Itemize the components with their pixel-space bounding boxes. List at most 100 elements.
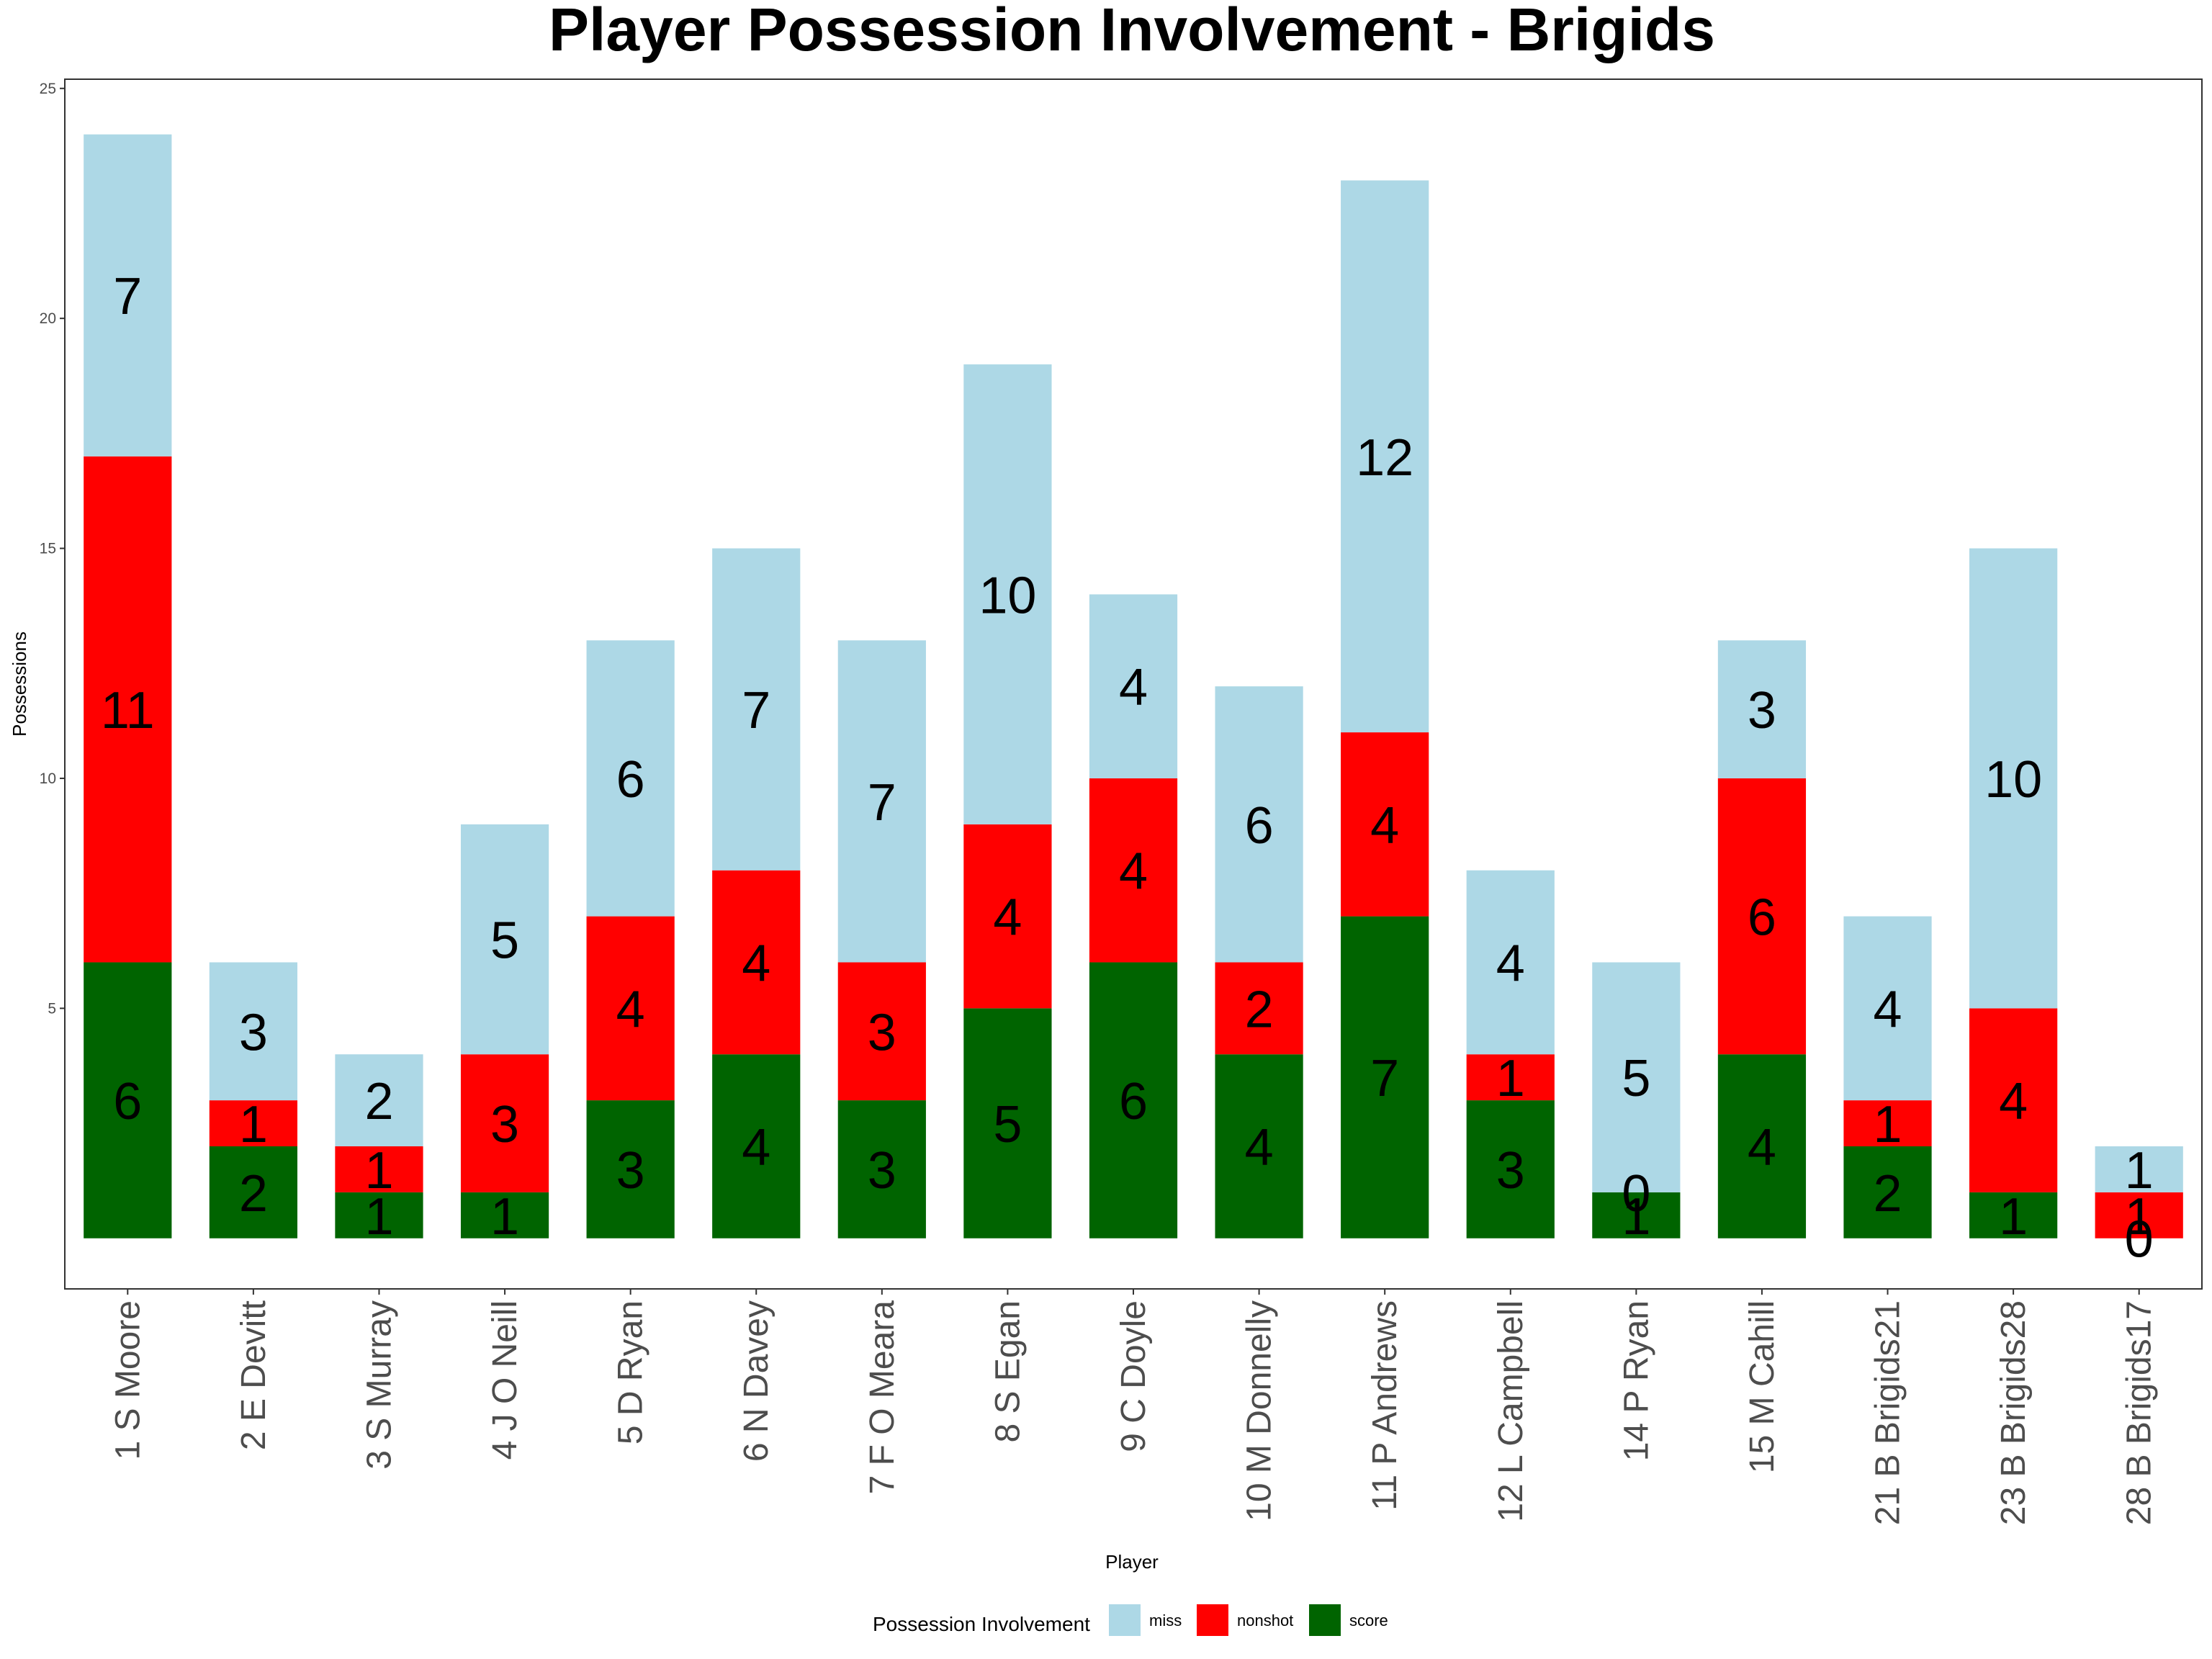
data-label-score: 1 xyxy=(1622,1188,1650,1246)
x-tick-label: 2 E Devitt xyxy=(235,1300,273,1450)
legend-label-score: score xyxy=(1349,1611,1388,1629)
data-label-score: 4 xyxy=(1245,1119,1274,1177)
x-tick-label: 5 D Ryan xyxy=(612,1300,650,1444)
data-label-miss: 4 xyxy=(1496,935,1525,992)
bar-nonshot xyxy=(1089,778,1178,963)
data-label-nonshot: 3 xyxy=(490,1096,519,1154)
bar-miss xyxy=(1466,870,1555,1055)
bar-score xyxy=(1592,1192,1681,1238)
data-label-nonshot: 3 xyxy=(868,1004,896,1061)
y-axis-title: Possessions xyxy=(9,631,30,737)
legend: Possession Involvement miss nonshot score xyxy=(873,1604,1388,1636)
bar-miss xyxy=(1717,640,1807,778)
data-label-nonshot: 1 xyxy=(1874,1096,1902,1154)
data-label-miss: 10 xyxy=(1984,751,2042,809)
bar-score xyxy=(837,1100,926,1238)
bar-score xyxy=(1843,1146,1932,1238)
data-label-miss: 4 xyxy=(1119,659,1148,716)
bar-nonshot xyxy=(1215,962,1303,1055)
bar-miss xyxy=(1592,962,1681,1192)
bar-miss xyxy=(1969,548,2058,1009)
data-label-nonshot: 4 xyxy=(742,935,770,992)
x-tick-label: 6 N Davey xyxy=(737,1300,775,1462)
bar-miss xyxy=(209,962,297,1101)
legend-label-nonshot: nonshot xyxy=(1237,1611,1293,1629)
bar-nonshot xyxy=(1466,1054,1555,1101)
data-label-score: 3 xyxy=(1496,1142,1525,1200)
data-label-miss: 12 xyxy=(1356,429,1413,487)
bar-nonshot xyxy=(1969,1008,2058,1192)
x-tick-label: 9 C Doyle xyxy=(1115,1300,1153,1452)
bar-miss xyxy=(1215,686,1303,963)
data-label-score: 0 xyxy=(2125,1211,2154,1269)
data-label-score: 1 xyxy=(1999,1188,2028,1246)
data-label-miss: 6 xyxy=(1245,797,1274,855)
data-label-miss: 7 xyxy=(113,268,142,325)
bar-miss xyxy=(2095,1146,2183,1192)
data-label-score: 1 xyxy=(364,1188,393,1246)
data-label-score: 6 xyxy=(113,1073,142,1130)
data-label-score: 1 xyxy=(490,1188,519,1246)
bar-nonshot xyxy=(335,1146,423,1192)
bar-nonshot xyxy=(837,962,926,1101)
bar-score xyxy=(1466,1100,1555,1238)
bar-miss xyxy=(460,824,549,1055)
data-label-score: 2 xyxy=(1874,1165,1902,1223)
bar-miss xyxy=(1341,180,1429,733)
data-label-miss: 1 xyxy=(2125,1142,2154,1200)
data-label-nonshot: 1 xyxy=(239,1096,268,1154)
data-label-score: 6 xyxy=(1119,1073,1148,1130)
x-axis-ticks: 1 S Moore 2 E Devitt 3 S Murray 4 J O Neill… xyxy=(109,1289,2159,1525)
y-tick-label: 25 xyxy=(40,81,56,97)
data-label-nonshot: 4 xyxy=(1119,843,1148,901)
bar-score xyxy=(1215,1054,1303,1238)
bars-layer xyxy=(84,134,2183,1238)
data-label-miss: 5 xyxy=(1622,1050,1650,1107)
x-tick-label: 7 F O Meara xyxy=(863,1300,902,1495)
data-label-miss: 10 xyxy=(979,567,1036,624)
data-label-score: 5 xyxy=(993,1096,1022,1154)
data-label-miss: 7 xyxy=(742,682,770,739)
data-label-miss: 3 xyxy=(239,1004,268,1061)
bar-nonshot xyxy=(460,1054,549,1192)
x-tick-label: 14 P Ryan xyxy=(1617,1300,1655,1461)
bar-nonshot xyxy=(1843,1100,1932,1146)
y-tick-label: 20 xyxy=(40,310,56,327)
bar-score xyxy=(1969,1192,2058,1238)
bar-score xyxy=(963,1008,1052,1238)
x-axis-title: Player xyxy=(1105,1551,1159,1573)
data-label-nonshot: 4 xyxy=(1370,797,1399,855)
y-tick-label: 15 xyxy=(40,541,56,557)
bar-miss xyxy=(1843,916,1932,1101)
bar-score xyxy=(712,1054,801,1238)
bar-nonshot xyxy=(1717,778,1807,1055)
bar-nonshot xyxy=(84,456,172,963)
legend-key-nonshot xyxy=(1197,1604,1228,1636)
bar-miss xyxy=(586,640,675,917)
bar-nonshot xyxy=(2095,1192,2183,1238)
x-tick-label: 15 M Cahill xyxy=(1743,1300,1781,1473)
bar-labels-layer: 6117213112135346447337541064442674123141… xyxy=(101,268,2154,1269)
x-tick-label: 21 B Brigids21 xyxy=(1869,1300,1907,1525)
bar-nonshot xyxy=(586,916,675,1101)
data-label-nonshot: 4 xyxy=(993,889,1022,947)
bar-miss xyxy=(84,134,172,457)
legend-label-miss: miss xyxy=(1149,1611,1182,1629)
data-label-nonshot: 1 xyxy=(364,1142,393,1200)
bar-score xyxy=(84,962,172,1238)
data-label-miss: 7 xyxy=(868,774,896,832)
x-tick-label: 10 M Donnelly xyxy=(1241,1300,1279,1521)
bar-score xyxy=(1341,916,1429,1238)
legend-key-score xyxy=(1309,1604,1341,1636)
x-tick-label: 28 B Brigids17 xyxy=(2121,1300,2159,1525)
data-label-nonshot: 1 xyxy=(2125,1188,2154,1246)
x-tick-label: 1 S Moore xyxy=(109,1300,147,1460)
bar-nonshot xyxy=(963,824,1052,1009)
x-tick-label: 12 L Campbell xyxy=(1492,1300,1530,1522)
data-label-nonshot: 1 xyxy=(1496,1050,1525,1107)
data-label-nonshot: 6 xyxy=(1748,889,1776,947)
data-label-nonshot: 4 xyxy=(1999,1073,2028,1130)
bar-score xyxy=(460,1192,549,1238)
bar-nonshot xyxy=(209,1100,297,1146)
